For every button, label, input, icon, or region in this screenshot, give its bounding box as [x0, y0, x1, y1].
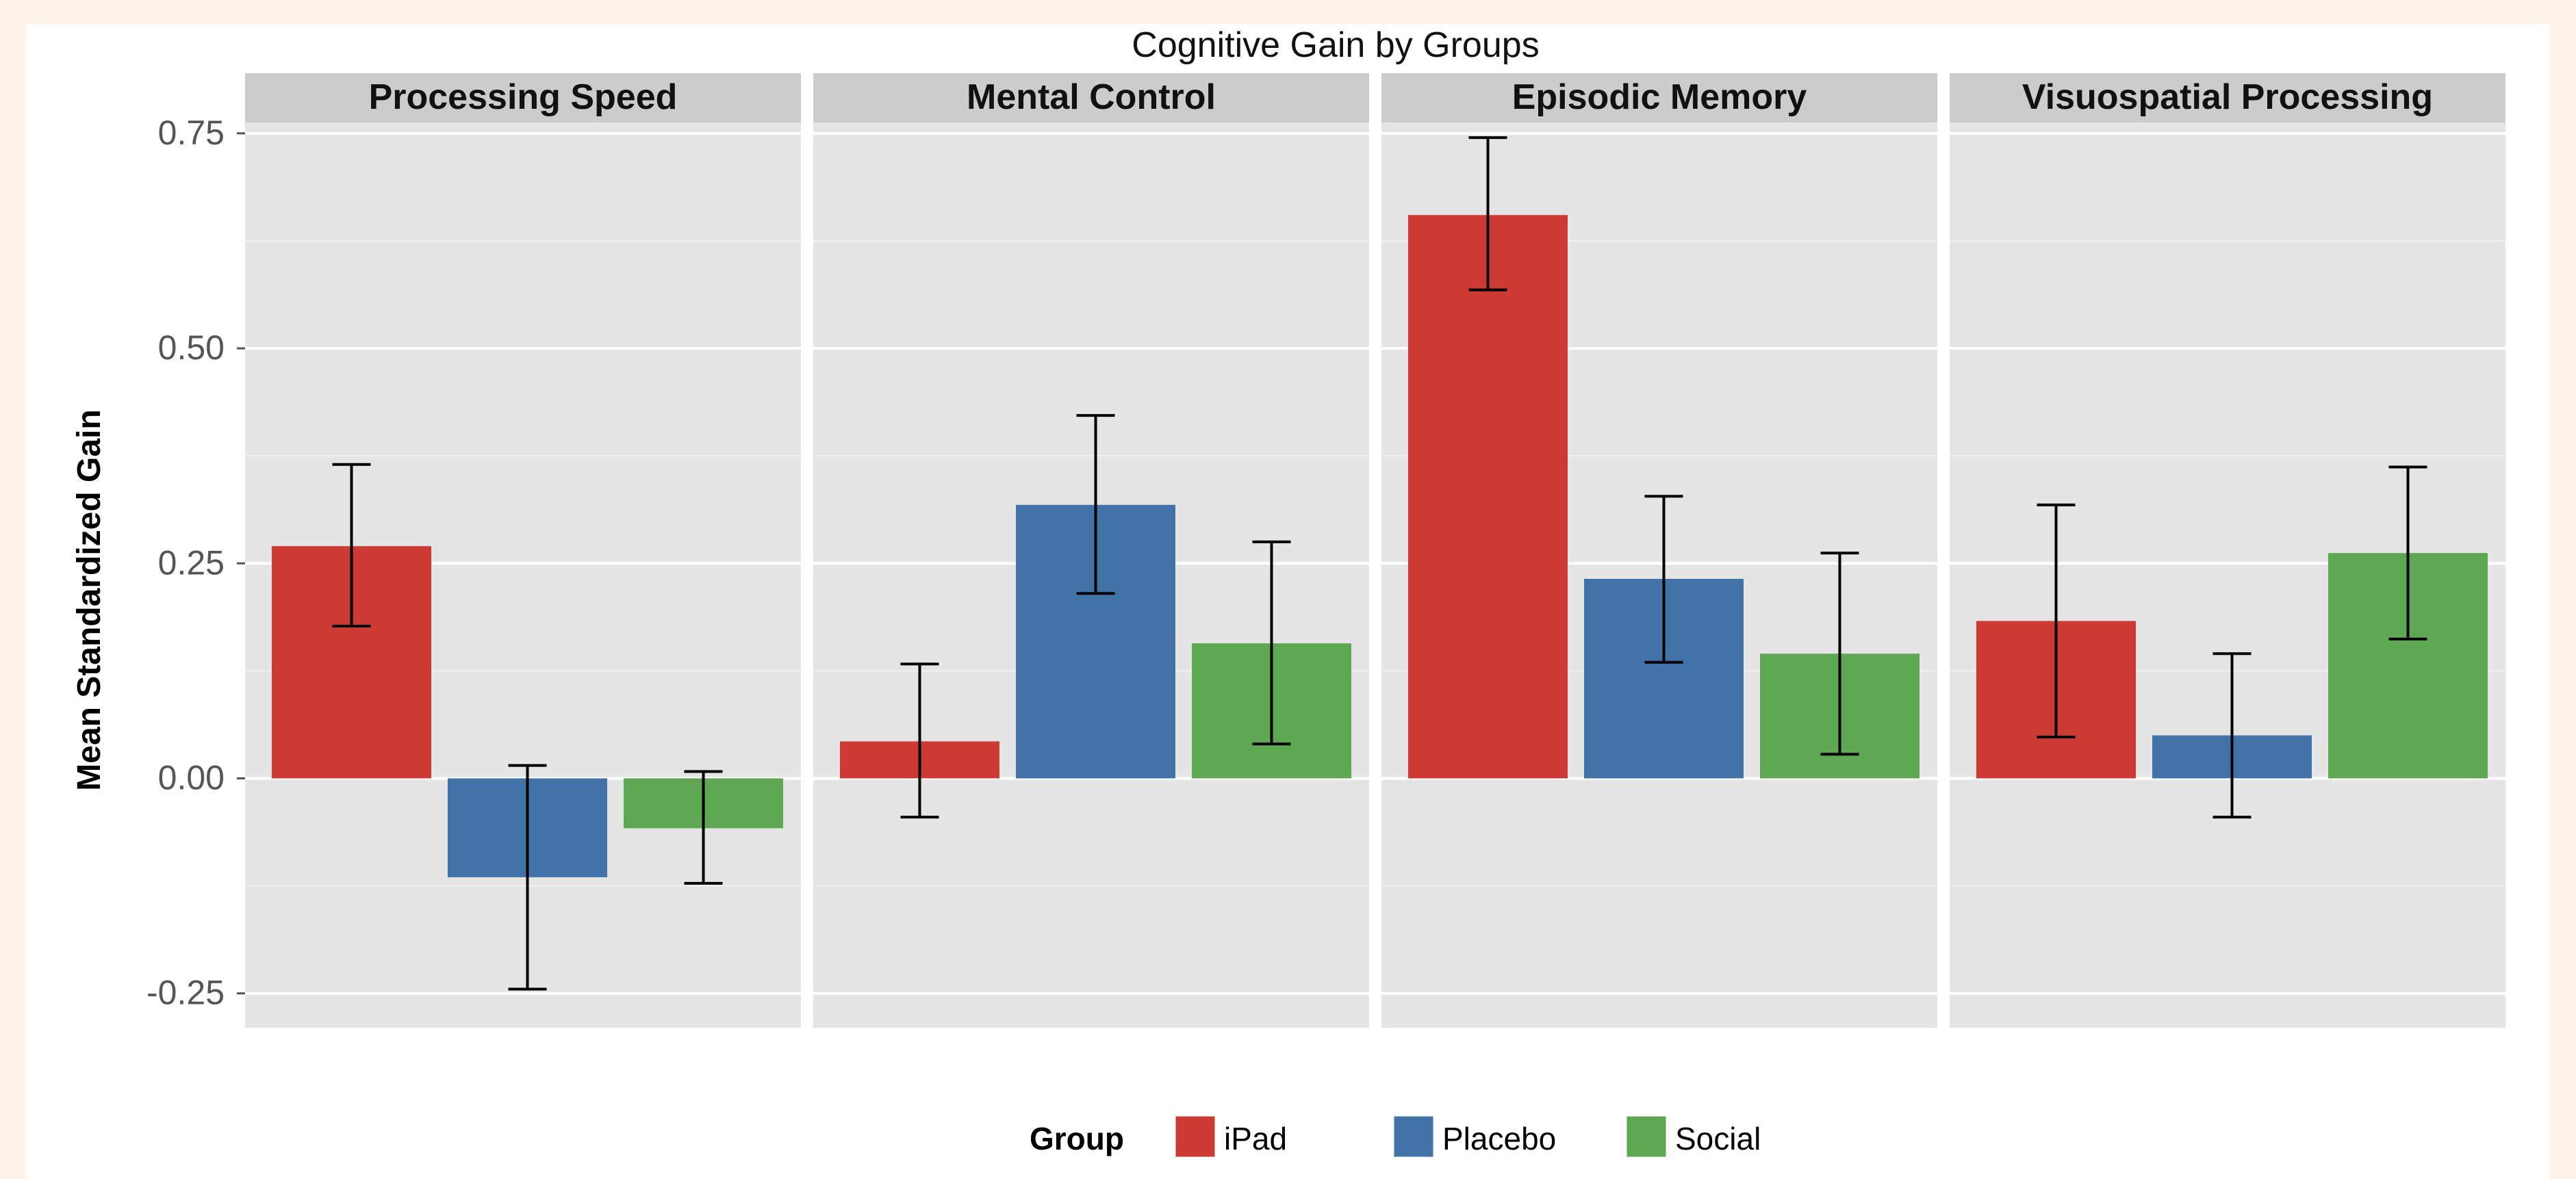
facet-processing-speed: Processing Speed — [245, 73, 801, 1028]
y-tick-label: 0.75 — [158, 114, 225, 152]
error-bar-ipad — [900, 662, 939, 819]
facet-episodic-memory: Episodic Memory — [1381, 73, 1937, 1028]
y-tick-label: 0.00 — [158, 759, 225, 797]
y-axis-label: Mean Standardized Gain — [71, 409, 107, 790]
legend-swatch-social — [1624, 1114, 1668, 1159]
y-axis: -0.25 0.00 0.25 0.50 0.75 — [146, 114, 245, 1012]
error-bar-placebo — [2212, 652, 2252, 819]
legend-label-placebo: Placebo — [1442, 1121, 1556, 1156]
facet-strip — [245, 73, 801, 122]
facet-mental-control: Mental Control — [813, 73, 1369, 1028]
facets-layer: -0.25 0.00 0.25 0.50 0.75 Processing Speed Men… — [146, 73, 2505, 1028]
facet-visuospatial-processing: Visuospatial Processing — [1950, 73, 2505, 1028]
y-tick-label: -0.25 — [146, 974, 225, 1012]
legend-label-social: Social — [1675, 1121, 1761, 1156]
error-bar-ipad — [2037, 503, 2076, 739]
facet-label: Visuospatial Processing — [2022, 77, 2433, 117]
error-bar-social — [2388, 465, 2427, 640]
facet-strip — [813, 73, 1369, 122]
bar-chart: Cognitive Gain by Groups Mean Standardiz… — [71, 25, 2505, 1159]
error-bar-ipad — [332, 463, 371, 628]
error-bar-ipad — [1468, 136, 1507, 291]
error-bar-placebo — [1644, 495, 1683, 664]
figure-frame: Cognitive Gain by Groups Mean Standardiz… — [26, 24, 2550, 1179]
y-tick-label: 0.25 — [158, 543, 225, 582]
legend-swatch-ipad — [1173, 1114, 1217, 1159]
error-bar-social — [684, 770, 723, 885]
bar-ipad — [1408, 215, 1568, 779]
y-tick-label: 0.50 — [158, 328, 225, 367]
legend: Group iPad Placebo Social — [1030, 1114, 1761, 1159]
facet-label: Processing Speed — [369, 77, 678, 117]
chart-title: Cognitive Gain by Groups — [1132, 25, 1539, 65]
legend-label-ipad: iPad — [1224, 1121, 1287, 1156]
error-bar-social — [1252, 540, 1291, 746]
legend-title: Group — [1030, 1121, 1124, 1156]
error-bar-placebo — [1076, 414, 1115, 595]
legend-swatch-placebo — [1392, 1114, 1436, 1159]
facet-strip — [1950, 73, 2505, 122]
facet-strip — [1381, 73, 1937, 122]
error-bar-placebo — [508, 764, 547, 991]
facet-label: Episodic Memory — [1512, 77, 1807, 117]
error-bar-social — [1820, 552, 1859, 756]
facet-label: Mental Control — [967, 77, 1216, 117]
